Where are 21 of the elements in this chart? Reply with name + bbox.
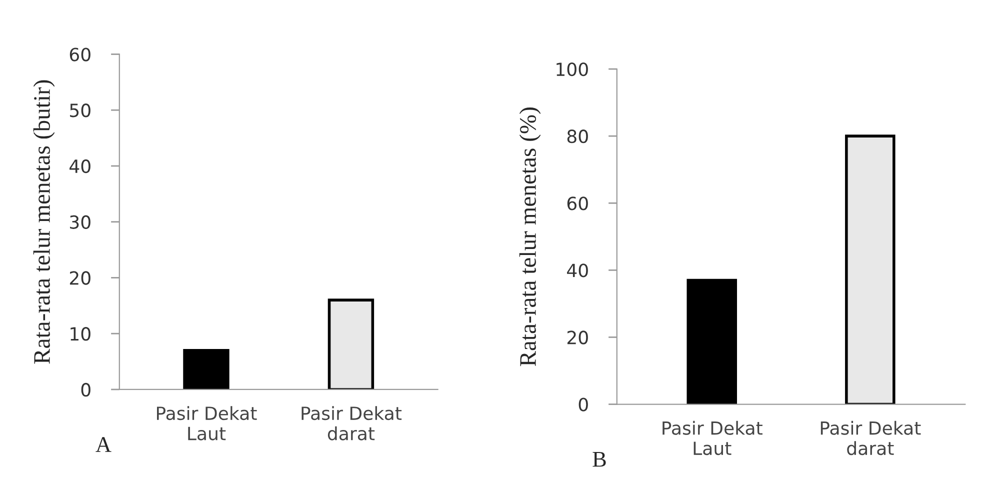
y-tick-label: 20	[70, 271, 90, 285]
x-tick-label: Pasir Dekat Laut	[662, 420, 762, 456]
y-tick-label: 50	[70, 104, 90, 118]
y-tick-label: 30	[70, 215, 90, 229]
y-tick-label: 0	[578, 398, 588, 412]
y-tick-label: 40	[567, 264, 588, 278]
y-tick-label: 0	[81, 382, 90, 397]
y-axis-title: Rata-rata telur menetas (butir)	[33, 80, 55, 364]
y-tick-label: 40	[70, 159, 90, 174]
y-tick-label: 20	[567, 330, 588, 344]
x-tick-label: Pasir Dekat darat	[820, 420, 921, 456]
y-tick-label: 80	[567, 130, 588, 144]
x-tick-label: Pasir Dekat Laut	[157, 406, 257, 440]
y-axis-title: Rata-rata telur menetas (%)	[519, 108, 541, 366]
text: B	[592, 452, 606, 467]
x-tick-label: Pasir Dekat darat	[302, 406, 402, 440]
y-tick-label: 10	[70, 327, 90, 341]
y-tick-label: 60	[70, 48, 90, 62]
y-tick-label: 100	[556, 62, 588, 76]
y-tick-label: 60	[567, 196, 588, 210]
text: A	[96, 437, 112, 452]
